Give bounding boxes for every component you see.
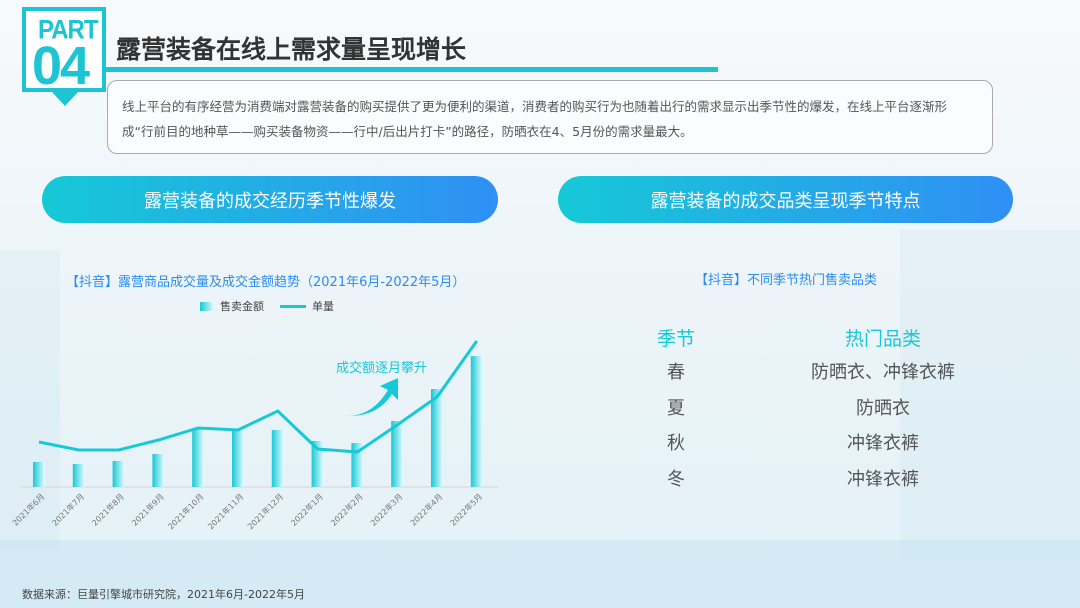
description-box: 线上平台的有序经营为消费端对露营装备的购买提供了更为便利的渠道，消费者的购买行为…	[107, 80, 993, 154]
title-underline	[106, 67, 718, 72]
table-cell-category: 冲锋衣裤	[847, 433, 919, 454]
bar	[33, 462, 45, 487]
page-title: 露营装备在线上需求量呈现增长	[116, 35, 467, 64]
part-logo: PART 04	[22, 7, 106, 96]
x-tick-label: 2021年8月	[90, 491, 126, 527]
logo-part-text: PART	[38, 15, 99, 46]
background-building	[0, 250, 60, 550]
table-header-season: 季节	[656, 328, 695, 350]
right-section-header: 露营装备的成交品类呈现季节特点	[558, 176, 1013, 223]
legend-bar-swatch	[200, 301, 214, 311]
background-building	[900, 230, 1080, 560]
x-tick-label: 2022年3月	[368, 491, 404, 527]
table-cell-category: 防晒衣	[856, 397, 910, 419]
x-tick-label: 2022年1月	[289, 491, 325, 527]
table-header-category: 热门品类	[844, 328, 921, 350]
table-cell-season: 春	[667, 362, 685, 383]
bar	[311, 441, 324, 487]
x-tick-label: 2021年9月	[129, 491, 165, 527]
legend-line-swatch	[280, 304, 306, 308]
bar	[351, 443, 364, 487]
table-cell-category: 冲锋衣裤	[847, 468, 919, 490]
table-cell-season: 夏	[667, 397, 685, 419]
bar	[470, 356, 483, 487]
bar	[72, 464, 85, 487]
x-tick-label: 2021年12月	[245, 491, 285, 531]
bar	[431, 389, 443, 487]
table-cell-category: 防晒衣、冲锋衣裤	[811, 362, 955, 383]
x-tick-label: 2022年4月	[408, 491, 444, 527]
x-tick-label: 2021年7月	[50, 491, 86, 527]
chart: 2021年6月 2021年7月 2021年8月 2021年9月 2021年10月 2021…	[10, 340, 498, 531]
x-tick-label: 2022年2月	[328, 491, 364, 527]
bar	[391, 421, 404, 487]
arrow-up-icon	[340, 378, 398, 416]
data-source: 数据来源：巨量引擎城市研究院，2021年6月-2022年5月	[22, 588, 305, 601]
chart-title: 【抖音】露营商品成交量及成交金额趋势（2021年6月-2022年5月）	[66, 275, 466, 290]
logo-number: 04	[32, 36, 90, 96]
table-cell-season: 秋	[667, 433, 685, 454]
background-ground	[0, 540, 1080, 608]
table-title: 【抖音】不同季节热门售卖品类	[695, 273, 878, 288]
legend-bar-label: 售卖金额	[220, 300, 264, 313]
x-tick-label: 2022年5月	[448, 491, 484, 527]
chart-legend: 售卖金额 单量	[200, 298, 334, 314]
chart-annotation: 成交额逐月攀升	[336, 360, 427, 376]
bar	[112, 461, 125, 487]
bar	[192, 429, 205, 487]
bar	[152, 454, 165, 487]
table-cell-season: 冬	[667, 468, 685, 490]
bar	[232, 430, 244, 487]
logo-pointer	[52, 92, 78, 106]
left-section-header: 露营装备的成交经历季节性爆发	[42, 176, 498, 223]
line-series	[38, 340, 479, 454]
x-tick-label: 2021年10月	[166, 491, 206, 531]
x-tick-label: 2021年6月	[10, 491, 46, 527]
x-tick-label: 2021年11月	[205, 491, 245, 531]
bar	[271, 430, 284, 487]
legend-line-label: 单量	[312, 300, 334, 313]
